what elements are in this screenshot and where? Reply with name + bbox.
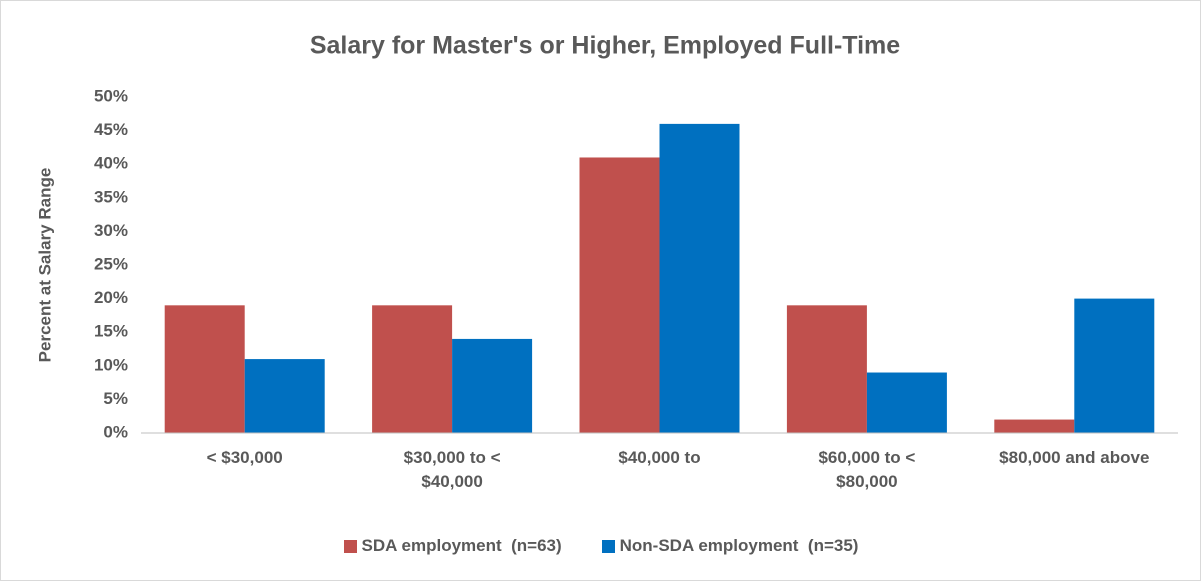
bar xyxy=(372,305,453,433)
y-tick-label: 5% xyxy=(103,389,128,408)
legend-swatch xyxy=(343,539,357,553)
bar xyxy=(866,372,947,433)
y-tick-label: 50% xyxy=(94,86,128,105)
legend-swatch xyxy=(601,539,615,553)
legend: SDA employment (n=63) Non-SDA employment … xyxy=(0,536,1202,556)
bar xyxy=(659,123,740,433)
legend-label: Non-SDA employment (n=35) xyxy=(619,536,859,555)
bar xyxy=(994,419,1075,433)
x-tick-label: $60,000 to < $80,000 xyxy=(818,448,916,491)
y-axis-label: Percent at Salary Range xyxy=(35,168,54,363)
y-tick-label: 30% xyxy=(94,221,128,240)
x-tick-label: $80,000 and above xyxy=(999,448,1150,467)
bar xyxy=(1074,298,1155,433)
y-tick-label: 20% xyxy=(94,288,128,307)
chart-title: Salary for Master's or Higher, Employed … xyxy=(310,32,900,60)
legend-item: Non-SDA employment (n=35) xyxy=(601,536,859,556)
y-tick-label: 25% xyxy=(94,254,128,273)
x-tick-label: $40,000 to xyxy=(618,448,701,467)
x-tick-label: $30,000 to < $40,000 xyxy=(403,448,501,491)
y-tick-label: 40% xyxy=(94,154,128,173)
bar xyxy=(786,305,867,433)
y-tick-label: 45% xyxy=(94,120,128,139)
y-tick-label: 0% xyxy=(103,422,128,441)
y-tick-label: 15% xyxy=(94,322,128,341)
bar xyxy=(164,305,245,433)
bar xyxy=(452,338,533,433)
bar xyxy=(244,359,325,433)
y-tick-label: 35% xyxy=(94,187,128,206)
legend-item: SDA employment (n=63) xyxy=(343,536,562,556)
x-tick-label: < $30,000 xyxy=(206,448,283,467)
legend-label: SDA employment (n=63) xyxy=(361,536,562,555)
bar xyxy=(579,157,660,434)
y-tick-label: 10% xyxy=(94,355,128,374)
